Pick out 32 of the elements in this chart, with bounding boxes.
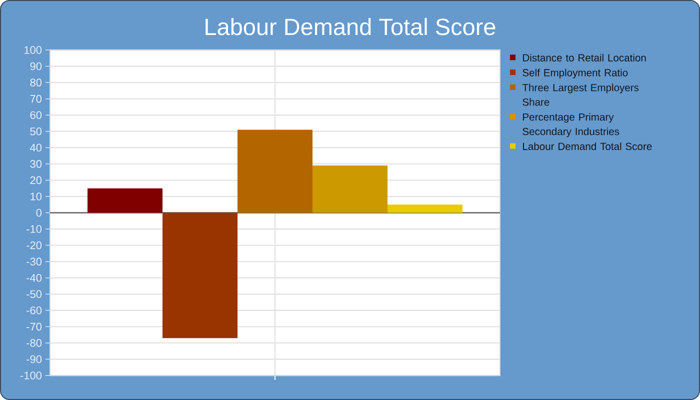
y-tick-label: 50 bbox=[30, 127, 42, 136]
y-tick-label: 10 bbox=[30, 192, 42, 200]
y-tick-label: 20 bbox=[30, 176, 42, 184]
bar bbox=[312, 166, 388, 213]
y-tick-label: 30 bbox=[30, 160, 42, 168]
y-tick-label: -10 bbox=[26, 225, 42, 233]
y-tick-label: 70 bbox=[30, 94, 42, 103]
y-tick-label: 60 bbox=[30, 111, 42, 119]
y-tick-label: -50 bbox=[26, 290, 42, 298]
y-tick-label: 90 bbox=[30, 62, 42, 70]
y-tick-label: -80 bbox=[26, 339, 42, 347]
bar bbox=[88, 188, 163, 213]
legend-label: Labour Demand Total Score bbox=[523, 142, 652, 150]
y-tick-label: -20 bbox=[26, 241, 42, 250]
y-tick-label: -30 bbox=[26, 258, 42, 266]
legend-label: Percentage Primary Secondary Industries bbox=[522, 113, 620, 138]
bar bbox=[388, 204, 463, 213]
chart-title: Labour Demand Total Score bbox=[206, 18, 496, 36]
legend-label: Three Largest Employers Share bbox=[522, 84, 639, 106]
y-tick-label: 40 bbox=[30, 144, 42, 152]
y-tick-label: -60 bbox=[26, 306, 42, 314]
legend-label: Self Employment Ratio bbox=[522, 68, 628, 78]
y-tick-label: -70 bbox=[26, 322, 42, 331]
bar bbox=[238, 130, 313, 213]
y-tick-label: -90 bbox=[26, 355, 42, 364]
y-tick-label: 0 bbox=[36, 208, 42, 217]
y-tick-label: 100 bbox=[24, 46, 42, 54]
bar bbox=[162, 212, 238, 338]
y-tick-label: -100 bbox=[20, 372, 42, 380]
y-tick-label: -40 bbox=[26, 274, 42, 282]
y-tick-label: 80 bbox=[30, 78, 42, 86]
legend-label: Distance to Retail Location bbox=[523, 54, 646, 62]
